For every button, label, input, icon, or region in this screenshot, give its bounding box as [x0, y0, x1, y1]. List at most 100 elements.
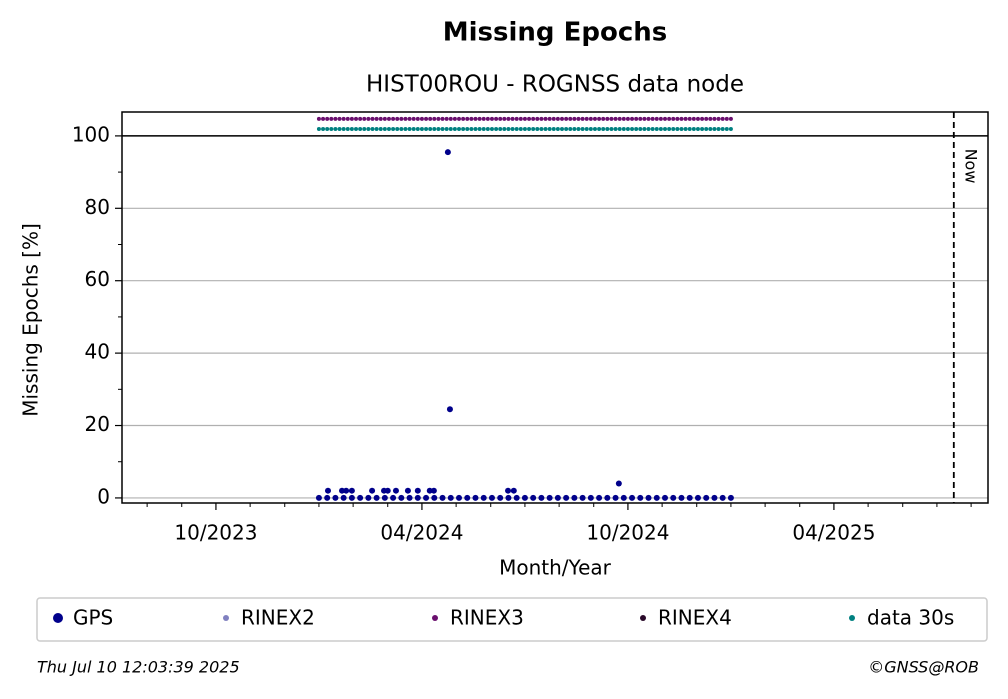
data-point [374, 127, 379, 132]
data-point [357, 494, 364, 501]
data-point [436, 127, 441, 132]
data-point [719, 494, 726, 501]
data-point [535, 127, 540, 132]
data-point [457, 127, 462, 132]
data-point [630, 116, 635, 121]
data-point [678, 494, 685, 501]
data-point [325, 127, 330, 132]
data-point [621, 127, 626, 132]
data-point [629, 494, 636, 501]
data-point [650, 116, 655, 121]
data-point [510, 116, 515, 121]
data-point [414, 487, 421, 494]
data-point [452, 116, 457, 121]
data-point [378, 116, 383, 121]
data-point [601, 127, 606, 132]
y-tick-label: 80 [85, 195, 110, 219]
y-tick-label: 20 [85, 412, 110, 436]
data-point [440, 127, 445, 132]
data-point [546, 494, 553, 501]
data-point [473, 127, 478, 132]
data-point [663, 127, 668, 132]
legend-marker [432, 615, 438, 621]
data-point [592, 127, 597, 132]
data-point [426, 487, 433, 494]
data-point [613, 116, 618, 121]
data-point [502, 116, 507, 121]
data-point [605, 116, 610, 121]
data-point [576, 127, 581, 132]
legend-box [36, 597, 988, 642]
data-point [424, 127, 429, 132]
data-point [531, 116, 536, 121]
data-point [465, 116, 470, 121]
x-tick-label: 10/2024 [586, 521, 669, 545]
data-point [362, 127, 367, 132]
data-point [354, 127, 359, 132]
data-point [637, 494, 644, 501]
data-point [461, 116, 466, 121]
data-point [477, 116, 482, 121]
data-point [522, 116, 527, 121]
data-point [382, 127, 387, 132]
data-point [419, 127, 424, 132]
data-point [497, 494, 504, 501]
data-point [329, 116, 334, 121]
data-point [440, 116, 445, 121]
data-point [333, 127, 338, 132]
data-point [489, 116, 494, 121]
data-point [612, 494, 619, 501]
data-point [315, 494, 322, 501]
data-point [473, 116, 478, 121]
data-point [527, 127, 532, 132]
data-point [415, 127, 420, 132]
data-point [555, 127, 560, 132]
data-point [316, 116, 321, 121]
data-point [439, 494, 446, 501]
data-point [584, 116, 589, 121]
data-point [506, 127, 511, 132]
data-point [349, 116, 354, 121]
data-point [675, 116, 680, 121]
data-point [436, 116, 441, 121]
data-point [365, 494, 372, 501]
timestamp: Thu Jul 10 12:03:39 2025 [37, 658, 240, 677]
data-point [461, 127, 466, 132]
data-point [580, 116, 585, 121]
data-point [621, 116, 626, 121]
data-point [428, 127, 433, 132]
data-point [615, 480, 622, 487]
data-point [358, 127, 363, 132]
data-point [587, 494, 594, 501]
data-point [535, 116, 540, 121]
data-point [670, 494, 677, 501]
data-point [539, 127, 544, 132]
legend-label: data 30s [867, 606, 954, 630]
data-point [634, 127, 639, 132]
data-point [395, 127, 400, 132]
data-point [547, 116, 552, 121]
x-tick-label: 04/2024 [380, 521, 463, 545]
data-point [369, 487, 376, 494]
legend-marker [223, 615, 229, 621]
data-point [560, 116, 565, 121]
data-point [609, 116, 614, 121]
data-point [424, 116, 429, 121]
data-point [564, 127, 569, 132]
data-point [514, 116, 519, 121]
data-point [411, 116, 416, 121]
data-point [386, 116, 391, 121]
data-point [494, 116, 499, 121]
data-point [521, 494, 528, 501]
y-tick-label: 40 [85, 340, 110, 364]
data-point [613, 127, 618, 132]
data-point [531, 127, 536, 132]
data-point [584, 127, 589, 132]
data-point [716, 127, 721, 132]
data-point [337, 127, 342, 132]
data-point [601, 116, 606, 121]
data-point [415, 116, 420, 121]
data-point [370, 127, 375, 132]
legend-label: RINEX4 [658, 606, 732, 630]
